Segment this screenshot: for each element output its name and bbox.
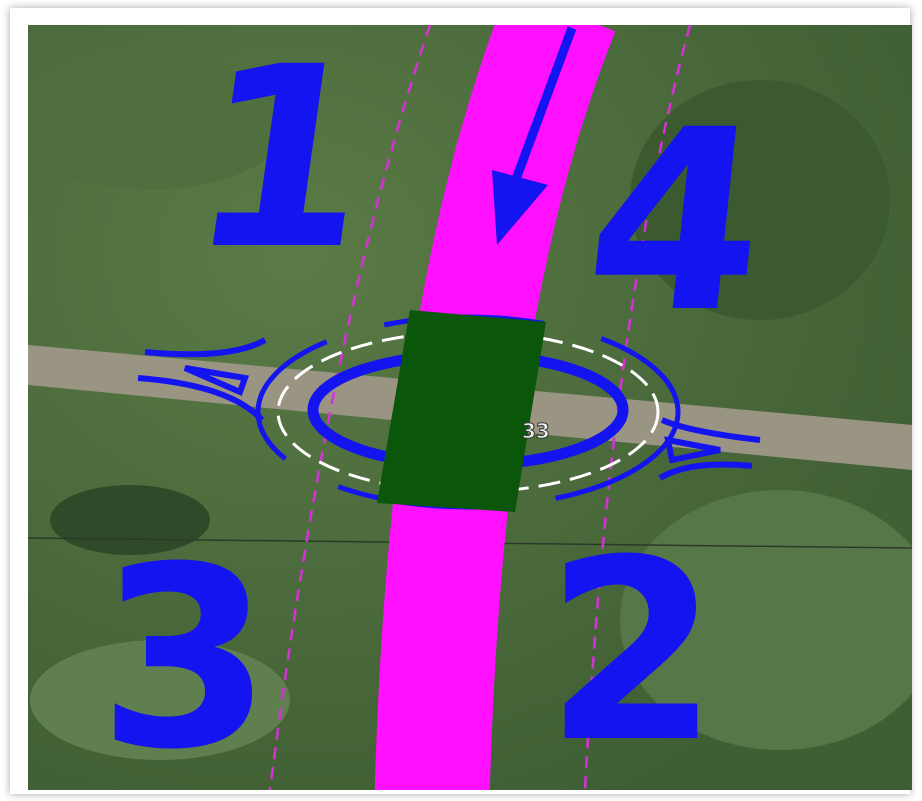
quadrant-label: 2	[545, 506, 719, 797]
quadrant-label: 4	[574, 77, 779, 368]
map: 33 1 4 3 2	[0, 0, 922, 801]
quadrant-label: 3	[98, 513, 272, 801]
satellite-layer: 33 1 4 3 2	[10, 10, 922, 801]
road-number: 33	[522, 419, 550, 443]
page: 33 1 4 3 2 (() => { const data = JSON.pa…	[0, 0, 922, 801]
